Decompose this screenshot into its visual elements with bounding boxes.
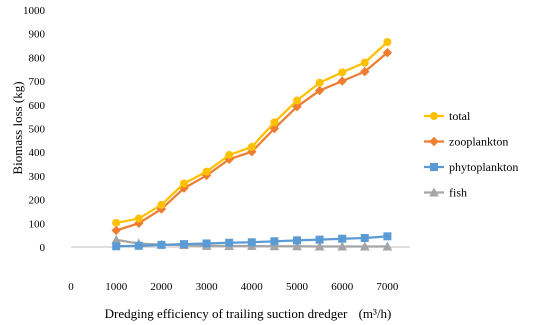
x-tick-label: 7000 bbox=[376, 281, 399, 293]
x-tick-label: 6000 bbox=[331, 281, 354, 293]
legend-item-zooplankton: zooplankton bbox=[424, 135, 508, 149]
y-tick-label: 1000 bbox=[23, 5, 46, 17]
x-tick-label: 1000 bbox=[105, 281, 128, 293]
data-point-zooplankton bbox=[360, 66, 370, 77]
data-point-phytoplankton bbox=[112, 242, 121, 251]
data-point-total bbox=[225, 151, 234, 160]
series-total bbox=[112, 37, 392, 227]
series-group bbox=[111, 37, 393, 251]
legend-marker bbox=[429, 187, 439, 197]
data-point-total bbox=[315, 78, 324, 87]
legend: total zooplankton phytoplankton fish bbox=[424, 109, 518, 200]
x-tick-label: 4000 bbox=[241, 281, 264, 293]
y-tick-label: 100 bbox=[29, 218, 46, 230]
data-point-total bbox=[112, 218, 121, 227]
legend-marker bbox=[430, 163, 438, 171]
data-point-total bbox=[202, 167, 211, 176]
data-point-zooplankton bbox=[111, 225, 121, 236]
legend-label: phytoplankton bbox=[449, 160, 518, 174]
data-point-phytoplankton bbox=[225, 238, 234, 247]
series-line-zooplankton bbox=[115, 51, 389, 232]
data-point-zooplankton bbox=[314, 85, 325, 96]
data-point-total bbox=[247, 142, 256, 151]
y-tick-label: 200 bbox=[29, 195, 46, 207]
data-point-zooplankton bbox=[382, 47, 393, 58]
y-tick-label: 600 bbox=[29, 100, 46, 112]
series-phytoplankton bbox=[112, 232, 392, 251]
x-tick-label: 3000 bbox=[196, 281, 219, 293]
legend-item-fish: fish bbox=[424, 186, 467, 200]
data-point-total bbox=[360, 58, 369, 67]
data-point-fish bbox=[337, 241, 348, 251]
y-tick-label: 700 bbox=[29, 76, 46, 88]
legend-item-total: total bbox=[424, 109, 471, 123]
data-point-phytoplankton bbox=[134, 241, 143, 250]
series-zooplankton bbox=[111, 47, 393, 236]
data-point-phytoplankton bbox=[157, 240, 166, 249]
data-point-total bbox=[338, 68, 347, 77]
data-point-phytoplankton bbox=[360, 233, 369, 242]
data-point-fish bbox=[292, 241, 302, 251]
legend-label: fish bbox=[449, 186, 467, 200]
data-point-phytoplankton bbox=[293, 236, 301, 245]
tick-labels: 0 100 200 300 400 500 600 700 800 900 1000 0 1000 200… bbox=[23, 5, 399, 293]
data-point-fish bbox=[382, 241, 393, 251]
legend-marker bbox=[429, 136, 439, 147]
data-point-total bbox=[293, 96, 301, 105]
data-point-fish bbox=[359, 241, 370, 251]
x-tick-label: 5000 bbox=[286, 281, 309, 293]
data-point-zooplankton bbox=[269, 123, 280, 134]
data-point-fish bbox=[269, 241, 280, 251]
data-point-phytoplankton bbox=[315, 235, 324, 244]
data-point-total bbox=[134, 214, 143, 223]
x-axis-label: Dredging efficiency of trailing suction … bbox=[105, 306, 392, 321]
x-axis-label-text: Dredging efficiency of trailing suction … bbox=[105, 306, 348, 321]
data-point-fish bbox=[314, 241, 325, 251]
x-tick-label: 2000 bbox=[150, 281, 173, 293]
legend-marker bbox=[430, 112, 438, 120]
series-line-total bbox=[115, 41, 389, 224]
data-point-zooplankton bbox=[337, 76, 347, 86]
y-tick-label: 400 bbox=[29, 147, 46, 159]
data-point-phytoplankton bbox=[202, 239, 211, 248]
y-tick-label: 500 bbox=[29, 124, 46, 136]
y-tick-label: 0 bbox=[40, 242, 46, 254]
data-point-total bbox=[383, 37, 392, 46]
x-tick-label: 0 bbox=[68, 281, 74, 293]
data-point-phytoplankton bbox=[247, 238, 256, 247]
legend-label: zooplankton bbox=[449, 135, 508, 149]
y-tick-label: 300 bbox=[29, 171, 46, 183]
y-axis-label: Biomass loss (kg) bbox=[10, 81, 25, 174]
y-tick-label: 900 bbox=[29, 29, 46, 41]
x-axis-label-unit: (m³/h) bbox=[359, 306, 392, 321]
data-point-phytoplankton bbox=[270, 237, 279, 246]
data-point-zooplankton bbox=[292, 101, 302, 112]
data-point-phytoplankton bbox=[338, 234, 347, 243]
legend-item-phytoplankton: phytoplankton bbox=[424, 160, 518, 174]
data-point-total bbox=[180, 179, 188, 188]
data-point-phytoplankton bbox=[180, 240, 188, 249]
y-tick-label: 800 bbox=[29, 52, 46, 64]
data-point-total bbox=[270, 118, 279, 127]
legend-label: total bbox=[449, 109, 471, 123]
data-point-phytoplankton bbox=[383, 232, 392, 241]
data-point-total bbox=[157, 200, 166, 209]
